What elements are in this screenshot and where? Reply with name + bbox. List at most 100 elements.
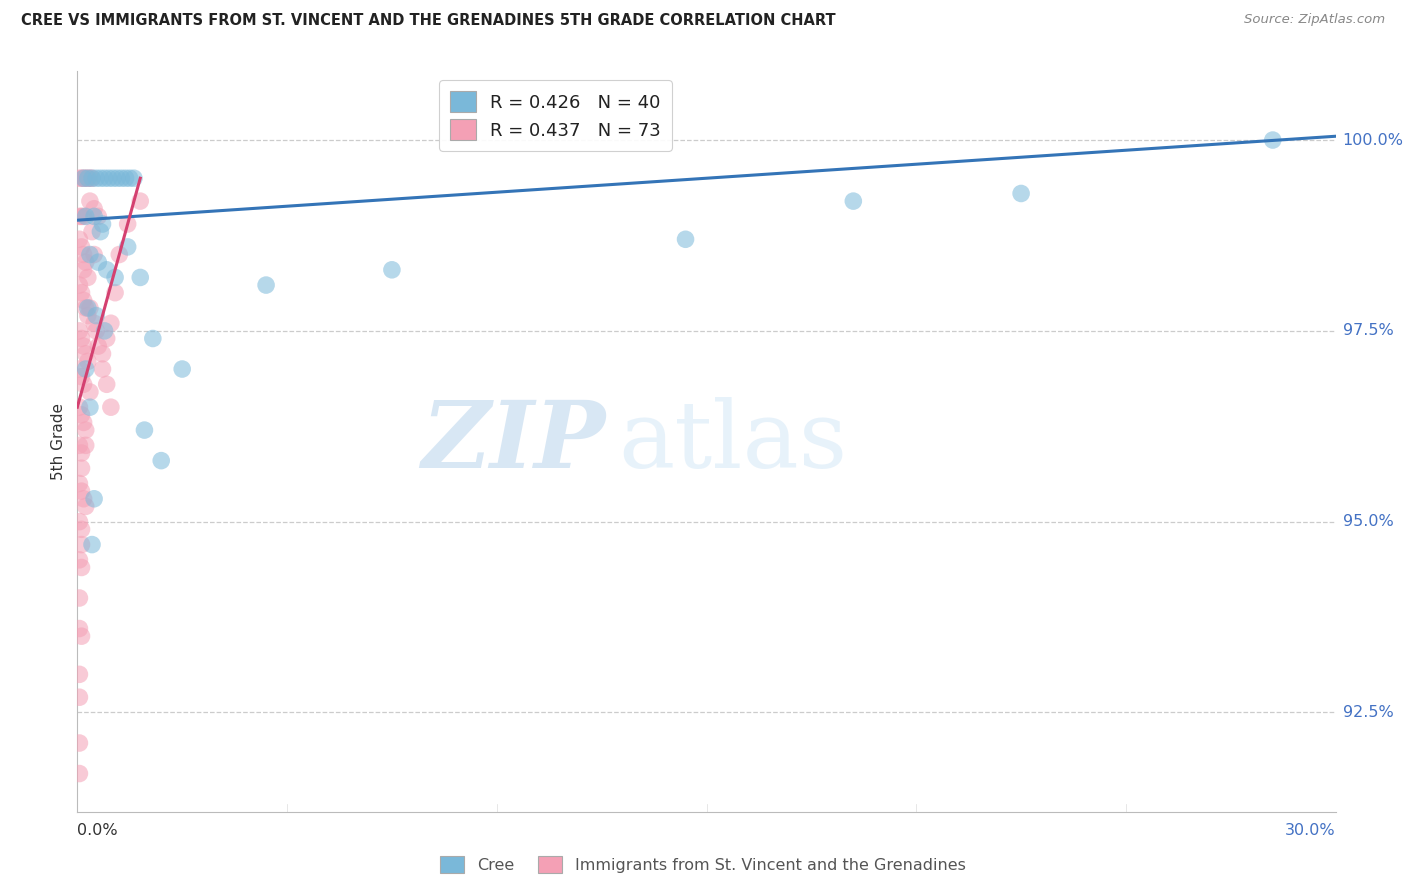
Point [100, 316, 122, 330]
Point [381, 262, 404, 277]
Point [87, 210, 110, 224]
Point [1261, 133, 1284, 147]
Point [72, 247, 94, 261]
Point [104, 285, 127, 300]
Point [96, 262, 118, 277]
Point [67, 667, 90, 681]
Point [67, 210, 90, 224]
Point [72, 377, 94, 392]
Y-axis label: 5th Grade: 5th Grade [51, 403, 66, 480]
Point [70, 210, 93, 224]
Point [75, 210, 97, 224]
Point [79, 171, 101, 186]
Point [79, 400, 101, 414]
Point [80, 171, 103, 186]
Point [72, 339, 94, 353]
Point [117, 217, 139, 231]
Point [70, 408, 93, 422]
Point [70, 522, 93, 536]
Point [67, 515, 90, 529]
Point [172, 362, 194, 376]
Text: 95.0%: 95.0% [1343, 514, 1393, 529]
Point [675, 232, 697, 246]
Point [70, 538, 93, 552]
Point [97, 171, 120, 186]
Point [72, 210, 94, 224]
Point [134, 423, 156, 437]
Point [142, 331, 165, 345]
Point [67, 553, 90, 567]
Point [72, 416, 94, 430]
Point [70, 484, 93, 499]
Text: 0.0%: 0.0% [77, 823, 118, 838]
Point [83, 491, 105, 506]
Point [70, 629, 93, 643]
Legend: Cree, Immigrants from St. Vincent and the Grenadines: Cree, Immigrants from St. Vincent and th… [434, 849, 972, 880]
Point [87, 255, 110, 269]
Point [70, 461, 93, 475]
Point [83, 316, 105, 330]
Point [91, 362, 114, 376]
Point [83, 210, 105, 224]
Point [108, 247, 131, 261]
Point [80, 538, 103, 552]
Point [67, 400, 90, 414]
Text: ZIP: ZIP [422, 397, 606, 486]
Point [89, 225, 111, 239]
Point [79, 301, 101, 315]
Point [70, 240, 93, 254]
Point [84, 324, 107, 338]
Point [75, 301, 97, 315]
Point [70, 560, 93, 574]
Text: 100.0%: 100.0% [1343, 133, 1403, 147]
Point [70, 446, 93, 460]
Point [76, 270, 98, 285]
Point [67, 622, 90, 636]
Point [67, 232, 90, 246]
Point [75, 171, 97, 186]
Point [67, 324, 90, 338]
Point [89, 171, 111, 186]
Point [72, 171, 94, 186]
Point [80, 225, 103, 239]
Point [104, 270, 127, 285]
Text: CREE VS IMMIGRANTS FROM ST. VINCENT AND THE GRENADINES 5TH GRADE CORRELATION CHA: CREE VS IMMIGRANTS FROM ST. VINCENT AND … [21, 13, 835, 29]
Point [70, 171, 93, 186]
Point [67, 476, 90, 491]
Point [83, 202, 105, 216]
Point [93, 324, 115, 338]
Point [75, 347, 97, 361]
Text: atlas: atlas [619, 397, 848, 486]
Point [70, 369, 93, 384]
Text: 30.0%: 30.0% [1285, 823, 1336, 838]
Point [67, 736, 90, 750]
Point [80, 171, 103, 186]
Point [76, 354, 98, 368]
Point [75, 500, 97, 514]
Point [150, 453, 173, 467]
Point [75, 255, 97, 269]
Point [122, 171, 145, 186]
Point [76, 301, 98, 315]
Point [91, 217, 114, 231]
Point [75, 362, 97, 376]
Point [75, 438, 97, 452]
Point [87, 339, 110, 353]
Text: 92.5%: 92.5% [1343, 705, 1393, 720]
Point [76, 309, 98, 323]
Legend: R = 0.426   N = 40, R = 0.437   N = 73: R = 0.426 N = 40, R = 0.437 N = 73 [440, 80, 672, 151]
Point [72, 293, 94, 308]
Point [67, 278, 90, 293]
Point [84, 171, 107, 186]
Point [118, 171, 141, 186]
Point [91, 347, 114, 361]
Point [96, 377, 118, 392]
Point [76, 171, 98, 186]
Point [76, 171, 98, 186]
Point [96, 331, 118, 345]
Point [101, 171, 124, 186]
Point [79, 247, 101, 261]
Point [72, 262, 94, 277]
Point [72, 171, 94, 186]
Point [105, 171, 128, 186]
